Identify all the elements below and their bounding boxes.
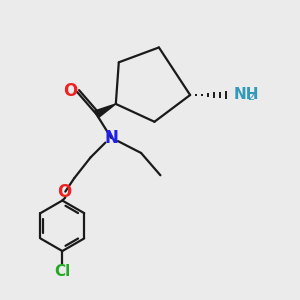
Text: O: O [64, 82, 78, 100]
Text: 2: 2 [247, 92, 254, 102]
Text: O: O [57, 183, 71, 201]
Polygon shape [95, 104, 116, 118]
Text: NH: NH [233, 87, 259, 102]
Text: N: N [104, 129, 118, 147]
Text: Cl: Cl [54, 264, 70, 279]
